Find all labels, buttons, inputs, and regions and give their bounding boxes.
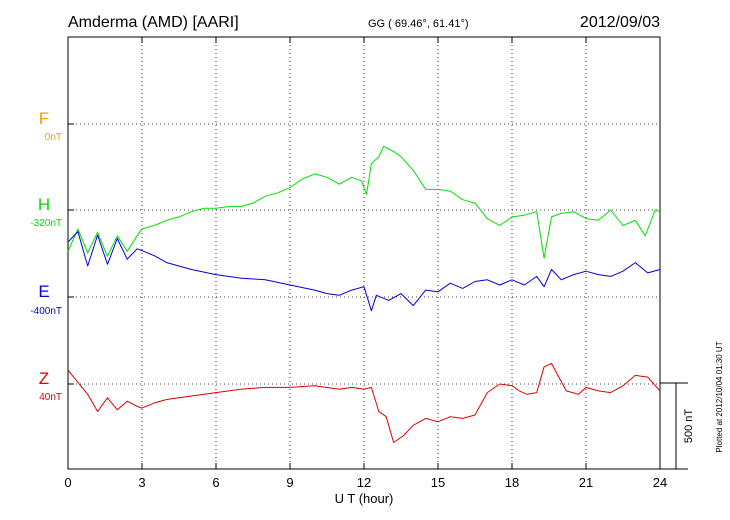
channel-label-Z: Z xyxy=(39,369,49,388)
baseline-label-Z: 40nT xyxy=(39,392,62,403)
x-axis: 0 3 6 9 12 15 18 21 24 xyxy=(64,37,667,490)
baseline-label-F: 0nT xyxy=(45,132,62,143)
channel-label-F: F xyxy=(39,109,49,128)
x-tick-label: 24 xyxy=(653,475,667,490)
channel-label-H: H xyxy=(38,195,50,214)
x-tick-label: 21 xyxy=(579,475,593,490)
scale-bar: 500 nT xyxy=(660,382,695,470)
date-label: 2012/09/03 xyxy=(580,14,660,31)
x-tick-label: 6 xyxy=(212,475,219,490)
x-tick-label: 12 xyxy=(357,475,371,490)
x-tick-label: 0 xyxy=(64,475,71,490)
series-group xyxy=(67,145,661,443)
channel-label-E: E xyxy=(38,282,49,301)
scale-bar-label: 500 nT xyxy=(683,409,695,444)
channel-labels: F 0nT H -320nT E -400nT Z 40nT xyxy=(30,109,62,403)
x-axis-label: U T (hour) xyxy=(335,491,394,506)
baseline-label-E: -400nT xyxy=(30,306,62,317)
x-tick-label: 15 xyxy=(431,475,445,490)
x-tick-label: 3 xyxy=(138,475,145,490)
series-line-E xyxy=(67,231,661,312)
series-line-Z xyxy=(67,362,661,443)
series-line-H xyxy=(67,145,661,259)
plotted-note: Plotted at 2012/10/04 01:30 UT xyxy=(715,341,724,452)
x-tick-label: 9 xyxy=(286,475,293,490)
station-title: Amderma (AMD) [AARI] xyxy=(68,14,239,31)
coordinates-label: GG ( 69.46°, 61.41°) xyxy=(368,18,469,30)
x-tick-label: 18 xyxy=(505,475,519,490)
grid xyxy=(68,37,660,469)
baseline-label-H: -320nT xyxy=(30,218,62,229)
